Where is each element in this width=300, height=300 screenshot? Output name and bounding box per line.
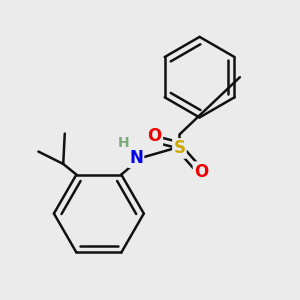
Text: S: S: [173, 140, 185, 158]
Text: N: N: [129, 149, 143, 167]
Text: O: O: [194, 163, 208, 181]
Text: O: O: [148, 127, 162, 145]
Text: H: H: [118, 136, 130, 150]
